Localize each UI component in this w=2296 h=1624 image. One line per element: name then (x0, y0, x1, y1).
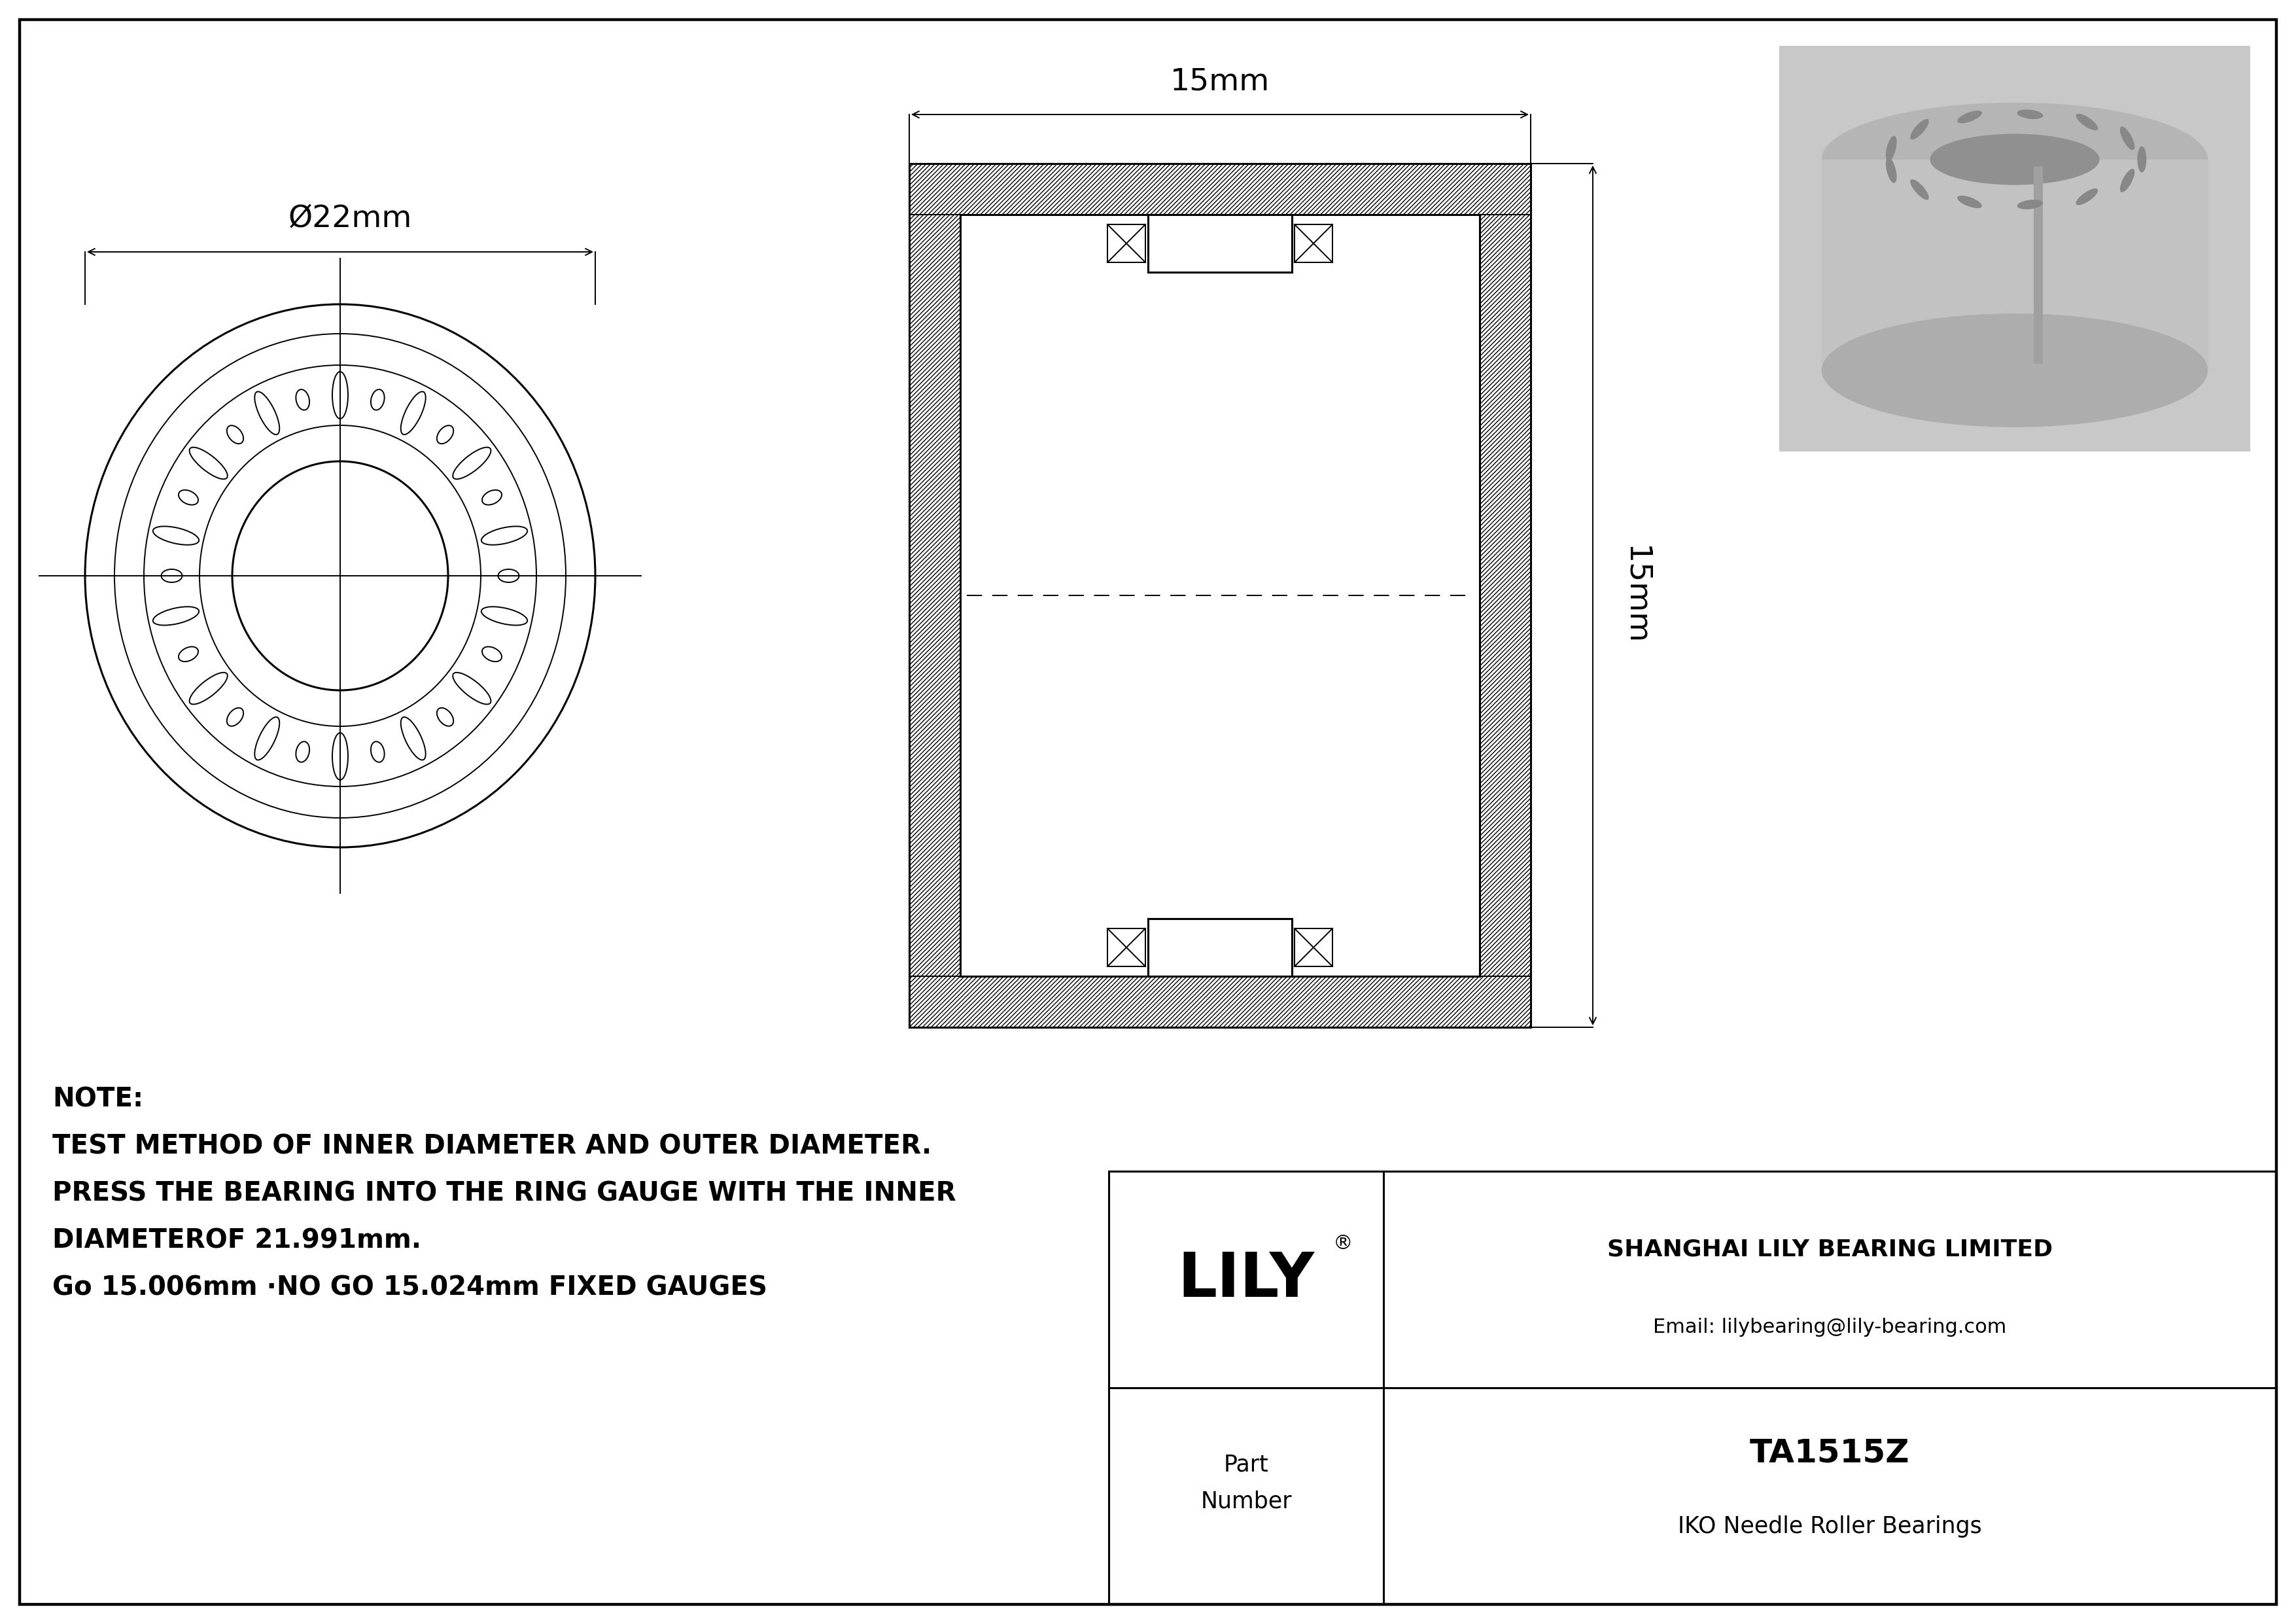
Bar (1148, 919, 1293, 976)
Text: SHANGHAI LILY BEARING LIMITED: SHANGHAI LILY BEARING LIMITED (1607, 1237, 2053, 1260)
Text: Part
Number: Part Number (1201, 1453, 1293, 1512)
Bar (2034, 166, 2043, 364)
Text: Go 15.006mm ·NO GO 15.024mm FIXED GAUGES: Go 15.006mm ·NO GO 15.024mm FIXED GAUGES (53, 1275, 767, 1301)
Text: TA1515Z: TA1515Z (1750, 1437, 1910, 1468)
Bar (1109, 1171, 2275, 1605)
Bar (909, 976, 1531, 1028)
Text: ®: ® (1334, 1234, 1352, 1254)
Ellipse shape (2076, 114, 2099, 130)
Ellipse shape (2018, 200, 2043, 209)
Bar (1107, 929, 1146, 966)
Ellipse shape (1885, 136, 1896, 161)
Bar (1479, 214, 1531, 976)
Ellipse shape (1956, 195, 1981, 208)
Ellipse shape (2018, 109, 2043, 119)
Text: Ø22mm: Ø22mm (287, 205, 411, 234)
Ellipse shape (1821, 102, 2209, 216)
Text: LILY: LILY (1178, 1249, 1316, 1309)
Ellipse shape (1910, 179, 1929, 200)
Text: PRESS THE BEARING INTO THE RING GAUGE WITH THE INNER: PRESS THE BEARING INTO THE RING GAUGE WI… (53, 1181, 955, 1207)
Text: TEST METHOD OF INNER DIAMETER AND OUTER DIAMETER.: TEST METHOD OF INNER DIAMETER AND OUTER … (53, 1134, 932, 1160)
Ellipse shape (1956, 110, 1981, 123)
Ellipse shape (2119, 127, 2135, 149)
Bar (1779, 45, 2250, 451)
Bar (1107, 224, 1146, 263)
Ellipse shape (1931, 133, 2099, 185)
Text: NOTE:: NOTE: (53, 1086, 142, 1112)
Text: Email: lilybearing@lily-bearing.com: Email: lilybearing@lily-bearing.com (1653, 1317, 2007, 1337)
Bar (960, 214, 1479, 976)
Bar (1295, 929, 1332, 966)
Ellipse shape (1885, 158, 1896, 184)
Text: DIAMETEROF 21.991mm.: DIAMETEROF 21.991mm. (53, 1228, 422, 1254)
Text: 15mm: 15mm (1621, 546, 1651, 645)
Bar (909, 164, 1531, 214)
Text: 15mm: 15mm (1171, 67, 1270, 96)
Ellipse shape (1821, 313, 2209, 427)
Text: IKO Needle Roller Bearings: IKO Needle Roller Bearings (1678, 1515, 1981, 1538)
Ellipse shape (1910, 119, 1929, 140)
Bar (1295, 224, 1332, 263)
Polygon shape (1821, 159, 2209, 370)
Ellipse shape (2119, 169, 2135, 192)
Bar (2034, 166, 2043, 364)
Ellipse shape (2138, 146, 2147, 172)
Bar (1148, 214, 1293, 273)
Bar (909, 214, 960, 976)
Ellipse shape (2076, 188, 2099, 205)
